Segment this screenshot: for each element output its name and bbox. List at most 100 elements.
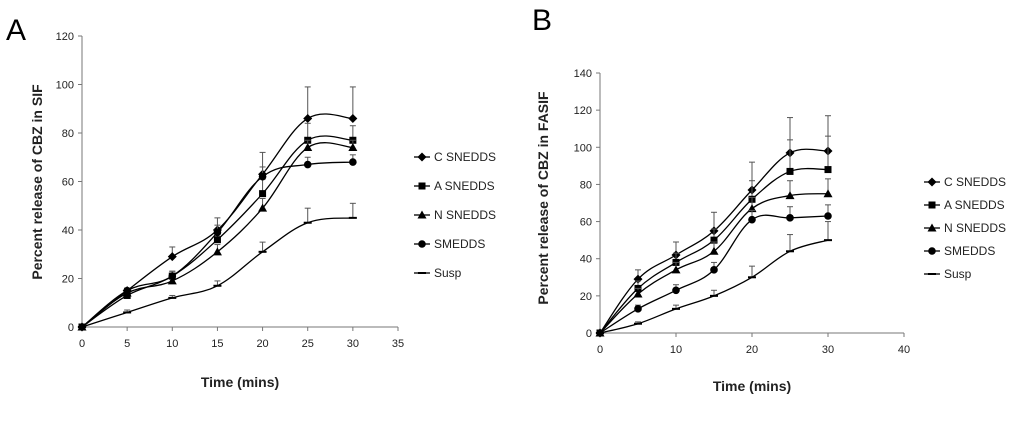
y-tick-label: 0 (586, 328, 592, 340)
series-a-snedds (596, 135, 832, 337)
data-point (824, 212, 832, 220)
x-tick-label: 15 (211, 338, 223, 350)
legend-label: SMEDDS (944, 244, 995, 258)
y-tick-label: 60 (62, 177, 74, 189)
panel-letter: A (6, 14, 26, 47)
legend-item-a-snedds: A SNEDDS (414, 179, 495, 193)
legend-item-c-snedds: C SNEDDS (924, 175, 1006, 189)
data-point (212, 247, 222, 256)
y-axis-title: Percent release of CBZ in SIF (29, 84, 45, 280)
x-tick-label: 30 (347, 338, 359, 350)
series-susp (596, 221, 832, 334)
y-tick-label: 60 (580, 217, 592, 229)
y-tick-label: 100 (56, 80, 74, 92)
data-point (259, 190, 267, 198)
legend-marker (927, 223, 937, 232)
x-tick-label: 35 (392, 338, 404, 350)
y-tick-label: 80 (580, 179, 592, 191)
y-tick-label: 20 (580, 291, 592, 303)
x-tick-label: 40 (898, 344, 910, 356)
legend-label: N SNEDDS (434, 208, 496, 222)
legend-marker (417, 210, 427, 219)
chart-panel-b: B 0 20 40 60 80 100 120 140 0 10 20 30 40 Time (mins) P… (532, 4, 1006, 394)
x-tick-label: 20 (256, 338, 268, 350)
data-point (349, 158, 357, 166)
series-smedds (78, 154, 357, 331)
x-tick-label: 30 (822, 344, 834, 356)
legend-item-n-snedds: N SNEDDS (414, 208, 496, 222)
legend-label: C SNEDDS (944, 175, 1006, 189)
legend-marker (418, 182, 426, 190)
legend-item-susp: Susp (924, 267, 972, 281)
series-susp (78, 202, 357, 328)
panel-letter: B (532, 4, 552, 37)
data-point (258, 172, 267, 181)
y-tick-label: 0 (68, 322, 74, 334)
legend-label: A SNEDDS (944, 198, 1005, 212)
x-tick-label: 10 (166, 338, 178, 350)
data-point (824, 166, 832, 174)
data-point (786, 167, 794, 175)
data-point (123, 286, 131, 295)
data-point (633, 289, 643, 298)
legend-label: N SNEDDS (944, 221, 1006, 235)
legend-item-a-snedds: A SNEDDS (924, 198, 1005, 212)
legend-item-c-snedds: C SNEDDS (414, 150, 496, 164)
y-tick-label: 120 (574, 105, 592, 117)
y-tick-label: 120 (56, 31, 74, 43)
y-tick-label: 40 (580, 254, 592, 266)
data-point (348, 113, 358, 123)
legend-marker (927, 177, 937, 187)
legend-label: A SNEDDS (434, 179, 495, 193)
legend-label: Susp (944, 267, 972, 281)
legend-item-susp: Susp (414, 266, 462, 280)
data-point (213, 236, 221, 244)
y-axis-title: Percent release of CBZ in FASIF (535, 91, 551, 305)
legend-marker (928, 247, 936, 255)
y-tick-label: 140 (574, 68, 592, 80)
y-tick-label: 80 (62, 128, 74, 140)
data-point (710, 236, 718, 244)
data-point (785, 191, 795, 200)
data-point (168, 272, 177, 280)
data-point (303, 143, 313, 152)
data-point (671, 265, 681, 274)
data-point (303, 113, 313, 123)
series-smedds (596, 204, 832, 337)
legend-label: C SNEDDS (434, 150, 496, 164)
chart-panel-a: A 0 20 40 60 80 100 120 0 5 10 15 20 25 30 35 Time (mins… (6, 14, 496, 390)
x-tick-label: 25 (302, 338, 314, 350)
legend-item-smedds: SMEDDS (414, 237, 485, 251)
series-c-snedds (595, 115, 833, 338)
legend-marker (417, 152, 427, 162)
x-tick-label: 0 (79, 338, 85, 350)
legend-label: SMEDDS (434, 237, 485, 251)
y-tick-label: 20 (62, 274, 74, 286)
data-point (710, 266, 718, 274)
data-point (672, 286, 680, 295)
data-point (258, 203, 268, 212)
x-tick-label: 0 (597, 344, 603, 356)
y-tick-label: 100 (574, 142, 592, 154)
data-point (634, 305, 642, 313)
y-tick-label: 40 (62, 225, 74, 237)
data-point (167, 276, 177, 285)
data-point (786, 214, 794, 222)
legend-marker (418, 240, 426, 248)
legend-item-smedds: SMEDDS (924, 244, 995, 258)
data-point (167, 252, 177, 262)
data-point (348, 143, 358, 152)
data-point (709, 246, 719, 255)
legend-item-n-snedds: N SNEDDS (924, 221, 1006, 235)
x-tick-label: 5 (124, 338, 130, 350)
data-point (748, 215, 756, 224)
legend-marker (928, 201, 936, 209)
x-tick-label: 10 (670, 344, 682, 356)
data-point (823, 189, 833, 198)
data-point (303, 160, 312, 169)
x-tick-label: 20 (746, 344, 758, 356)
data-point (213, 228, 222, 237)
legend-label: Susp (434, 266, 462, 280)
x-axis-title: Time (mins) (201, 374, 279, 390)
